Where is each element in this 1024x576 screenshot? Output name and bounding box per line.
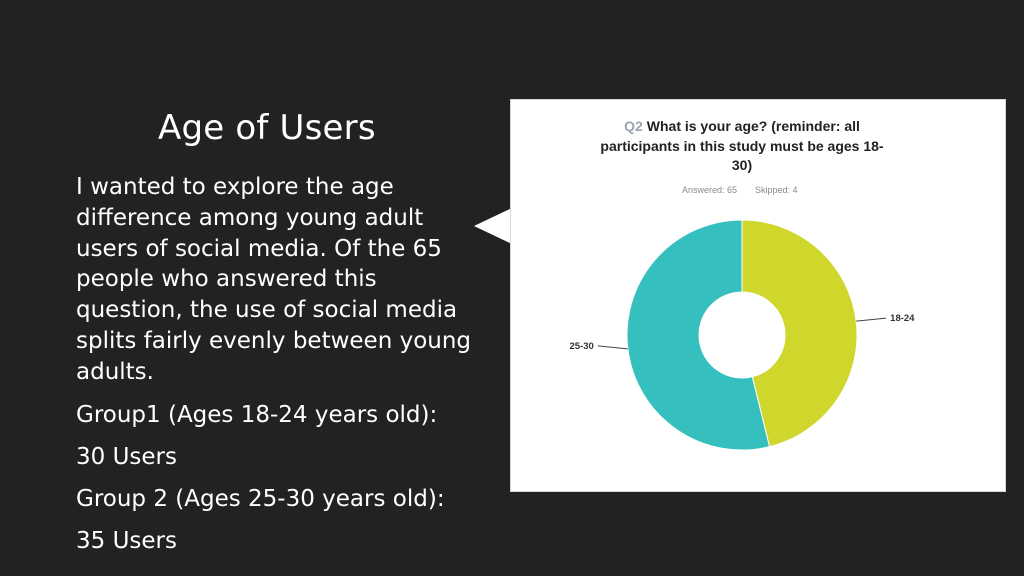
chart-panel: Q2 What is your age? (reminder: all parti… xyxy=(510,99,1006,492)
group2-label: Group 2 (Ages 25-30 years old): xyxy=(76,485,445,512)
slide-body: I wanted to explore the age difference a… xyxy=(76,172,476,568)
question-title-line2: participants in this study must be ages … xyxy=(600,138,884,154)
leader-line-18-24 xyxy=(856,317,887,322)
group1-value: 30 Users xyxy=(76,443,177,470)
donut-chart: Q2 What is your age? (reminder: all parti… xyxy=(570,118,916,451)
leader-line-25-30 xyxy=(597,345,628,350)
callout-pointer xyxy=(474,208,512,244)
question-title-line1: Q2 What is your age? (reminder: all xyxy=(624,118,860,134)
skipped-count: Skipped: 4 xyxy=(755,185,798,195)
group2-value: 35 Users xyxy=(76,527,177,554)
question-title-line3: 30) xyxy=(732,157,752,173)
group1-label: Group1 (Ages 18-24 years old): xyxy=(76,401,438,428)
answered-count: Answered: 65 xyxy=(682,185,737,195)
labels-layer: 18-24 25-30 xyxy=(570,313,916,352)
question-line1-text: What is your age? (reminder: all xyxy=(647,118,860,134)
question-number: Q2 xyxy=(624,118,643,134)
intro-paragraph: I wanted to explore the age difference a… xyxy=(76,174,472,385)
slice-25-30 xyxy=(626,219,771,451)
slice-18-24 xyxy=(741,219,858,448)
slices-layer xyxy=(626,219,858,451)
slice-label-18-24: 18-24 xyxy=(890,313,915,324)
slide-title: Age of Users xyxy=(158,108,376,148)
slice-label-25-30: 25-30 xyxy=(570,341,594,352)
